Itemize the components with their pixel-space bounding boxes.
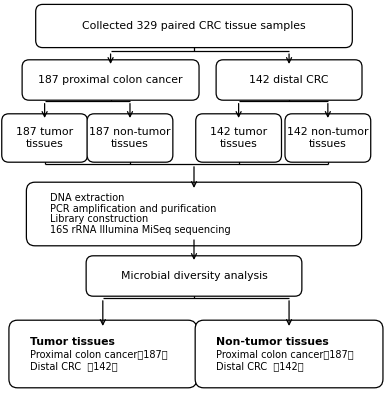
Text: Non-tumor tissues: Non-tumor tissues xyxy=(216,337,329,347)
FancyBboxPatch shape xyxy=(196,114,281,162)
Text: 187 proximal colon cancer: 187 proximal colon cancer xyxy=(38,75,183,85)
Text: Distal CRC  （142）: Distal CRC （142） xyxy=(30,361,118,371)
Text: 142 tumor
tissues: 142 tumor tissues xyxy=(210,127,267,149)
FancyBboxPatch shape xyxy=(26,182,362,246)
Text: Proximal colon cancer（187）: Proximal colon cancer（187） xyxy=(30,349,168,359)
FancyBboxPatch shape xyxy=(22,60,199,100)
FancyBboxPatch shape xyxy=(87,114,173,162)
Text: 16S rRNA Illumina MiSeq sequencing: 16S rRNA Illumina MiSeq sequencing xyxy=(50,225,231,234)
Text: 187 tumor
tissues: 187 tumor tissues xyxy=(16,127,73,149)
Text: Collected 329 paired CRC tissue samples: Collected 329 paired CRC tissue samples xyxy=(82,21,306,31)
Text: Distal CRC  （142）: Distal CRC （142） xyxy=(216,361,304,371)
FancyBboxPatch shape xyxy=(9,320,197,388)
Text: Microbial diversity analysis: Microbial diversity analysis xyxy=(121,271,267,281)
Text: 187 non-tumor
tissues: 187 non-tumor tissues xyxy=(89,127,171,149)
Text: Proximal colon cancer（187）: Proximal colon cancer（187） xyxy=(216,349,354,359)
Text: 142 non-tumor
tissues: 142 non-tumor tissues xyxy=(287,127,369,149)
FancyBboxPatch shape xyxy=(216,60,362,100)
Text: PCR amplification and purification: PCR amplification and purification xyxy=(50,204,217,214)
Text: Tumor tissues: Tumor tissues xyxy=(30,337,115,347)
Text: Library construction: Library construction xyxy=(50,214,149,224)
FancyBboxPatch shape xyxy=(285,114,371,162)
FancyBboxPatch shape xyxy=(86,256,302,296)
FancyBboxPatch shape xyxy=(2,114,88,162)
FancyBboxPatch shape xyxy=(36,4,352,48)
FancyBboxPatch shape xyxy=(195,320,383,388)
Text: 142 distal CRC: 142 distal CRC xyxy=(249,75,329,85)
Text: DNA extraction: DNA extraction xyxy=(50,194,125,203)
